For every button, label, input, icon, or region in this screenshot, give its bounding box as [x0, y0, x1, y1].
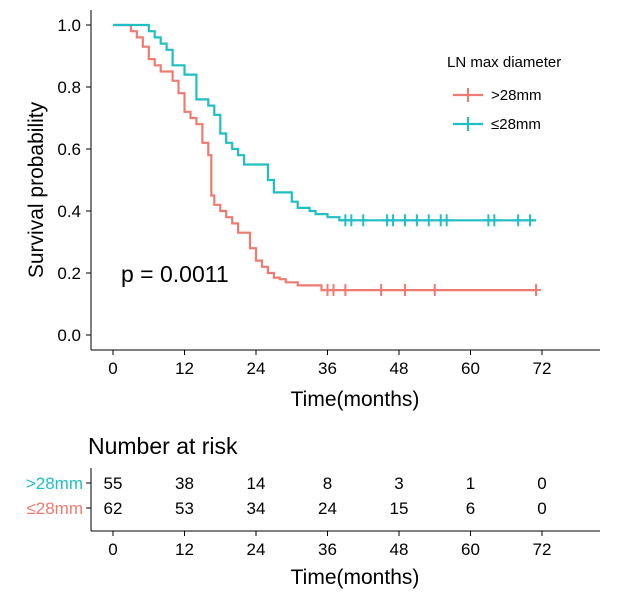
risk-count: 0: [537, 499, 546, 518]
survival-plot: 0.0 0.2 0.4 0.6 0.8 1.0 0 12 24 36 48 60 72 Time(mont…: [25, 10, 600, 411]
x-tick-label: 12: [175, 359, 194, 378]
p-value-annotation: p = 0.0011: [121, 261, 229, 287]
x-axis-title: Time(months): [291, 388, 420, 411]
risk-x-tick-label: 48: [390, 540, 409, 559]
risk-count: 24: [318, 499, 337, 518]
risk-count: 8: [323, 474, 332, 493]
risk-count: 14: [247, 474, 266, 493]
risk-count: 3: [394, 474, 403, 493]
risk-count: 55: [104, 474, 123, 493]
legend-title: LN max diameter: [447, 54, 561, 71]
series-line-2: [113, 23, 536, 222]
y-tick-label: 0.6: [57, 140, 81, 159]
risk-x-tick-label: 24: [247, 540, 266, 559]
x-tick-label: 60: [461, 359, 480, 378]
y-tick-label: 1.0: [57, 16, 81, 35]
y-tick-label: 0.8: [57, 78, 81, 97]
legend-label: >28mm: [491, 87, 541, 104]
x-tick-label: 0: [108, 359, 117, 378]
risk-x-tick-label: 12: [175, 540, 194, 559]
risk-x-axis-title: Time(months): [291, 566, 420, 589]
risk-x-tick-label: 0: [108, 540, 117, 559]
series-line-1: [113, 23, 536, 292]
legend-label: ≤28mm: [491, 116, 541, 133]
x-tick-label: 24: [247, 359, 266, 378]
x-tick-label: 48: [390, 359, 409, 378]
risk-count: 1: [466, 474, 475, 493]
y-axis-title: Survival probability: [25, 101, 48, 278]
x-tick-label: 36: [318, 359, 337, 378]
risk-table: Number at risk >28mm 55 38 14 8 3 1 0 ≤28mm 62 53 34…: [26, 433, 600, 589]
risk-row-label: >28mm: [26, 474, 83, 493]
risk-x-tick-label: 72: [533, 540, 552, 559]
y-tick-label: 0.4: [57, 202, 81, 221]
x-tick-label: 72: [533, 359, 552, 378]
risk-count: 62: [104, 499, 123, 518]
risk-count: 0: [537, 474, 546, 493]
risk-count: 34: [247, 499, 266, 518]
y-tick-label: 0.0: [57, 326, 81, 345]
risk-count: 53: [175, 499, 194, 518]
risk-x-tick-label: 36: [318, 540, 337, 559]
risk-count: 6: [466, 499, 475, 518]
risk-table-title: Number at risk: [88, 433, 238, 459]
risk-count: 15: [390, 499, 409, 518]
risk-x-tick-label: 60: [461, 540, 480, 559]
risk-row-label: ≤28mm: [26, 499, 83, 518]
y-tick-label: 0.2: [57, 264, 81, 283]
risk-count: 38: [175, 474, 194, 493]
